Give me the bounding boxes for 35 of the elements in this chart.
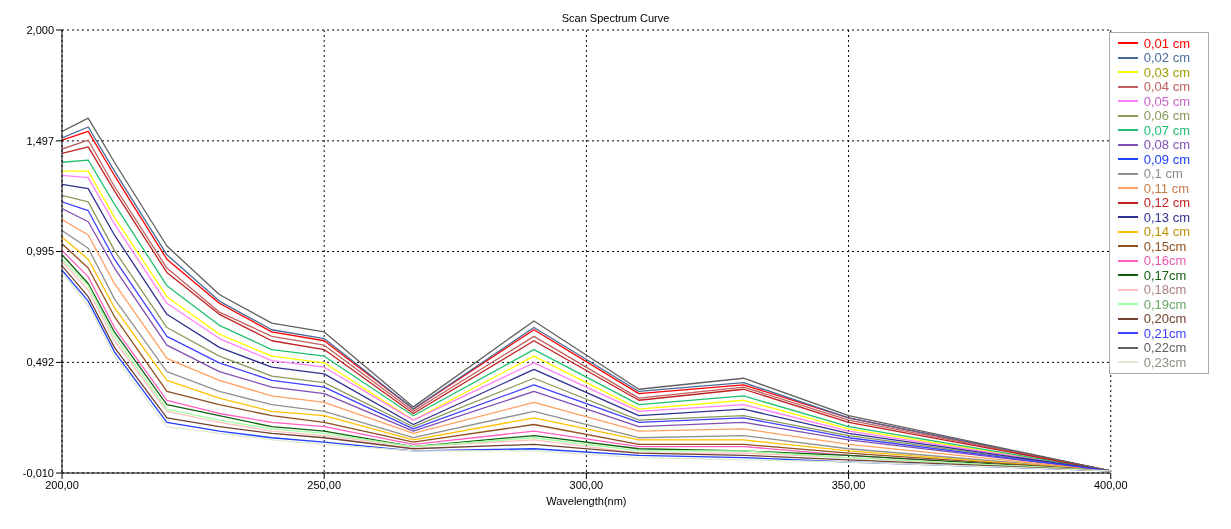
legend-label: 0,22cm <box>1143 340 1187 356</box>
legend-label: 0,15cm <box>1143 238 1187 254</box>
legend-label: 0,13 cm <box>1143 209 1190 225</box>
legend-label: 0,1 cm <box>1143 166 1183 182</box>
y-tick-label: 2,000 <box>26 23 54 36</box>
legend-label: 0,03 cm <box>1143 64 1190 80</box>
x-tick-label: 400,00 <box>1093 478 1128 491</box>
legend-label: 0,20cm <box>1143 311 1187 327</box>
legend-label: 0,16cm <box>1143 253 1187 269</box>
x-tick-label: 200,00 <box>45 478 79 491</box>
y-tick-label: -0,010 <box>22 466 54 479</box>
legend-label: 0,23cm <box>1143 354 1187 370</box>
legend-label: 0,09 cm <box>1143 151 1190 167</box>
legend-label: 0,11 cm <box>1143 180 1190 196</box>
y-tick-label: 0,492 <box>26 356 54 369</box>
legend-label: 0,07 cm <box>1143 122 1190 138</box>
y-tick-label: 0,995 <box>26 245 54 258</box>
legend-label: 0,14 cm <box>1143 224 1190 240</box>
legend-label: 0,17cm <box>1143 267 1187 283</box>
x-tick-label: 250,00 <box>307 478 342 491</box>
legend-label: 0,02 cm <box>1143 50 1190 66</box>
legend-label: 0,19cm <box>1143 296 1187 312</box>
legend-label: 0,05 cm <box>1143 93 1190 109</box>
legend-label: 0,12 cm <box>1143 195 1190 211</box>
legend-label: 0,01 cm <box>1143 35 1190 51</box>
x-tick-label: 300,00 <box>569 478 604 491</box>
legend-label: 0,08 cm <box>1143 137 1190 153</box>
x-axis-title: Wavelength(nm) <box>546 495 627 507</box>
x-tick-label: 350,00 <box>831 478 866 491</box>
legend-label: 0,04 cm <box>1143 79 1190 95</box>
legend-label: 0,21cm <box>1143 325 1187 341</box>
y-tick-label: 1,497 <box>26 134 54 147</box>
legend-label: 0,18cm <box>1143 282 1187 298</box>
chart-title: Scan Spectrum Curve <box>560 12 671 24</box>
legend-label: 0,06 cm <box>1143 108 1190 124</box>
